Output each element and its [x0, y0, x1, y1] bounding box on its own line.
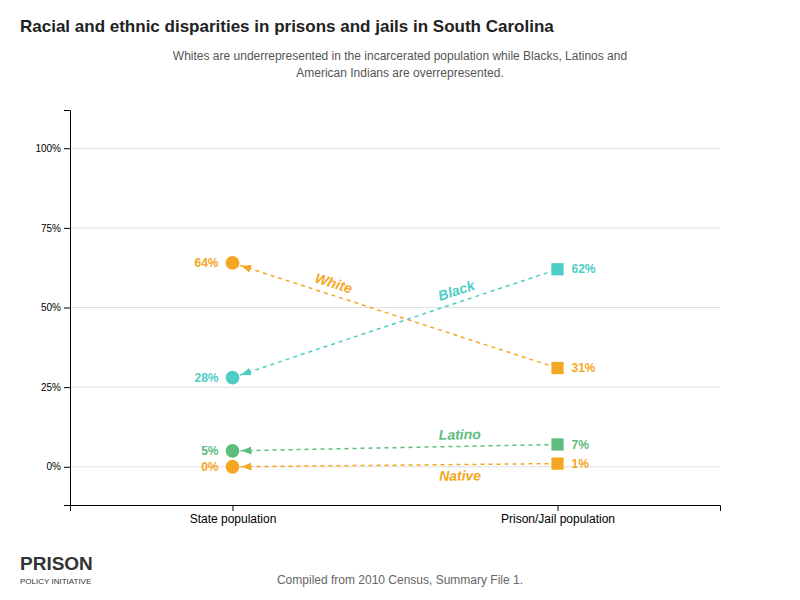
x-tick-label: State population	[190, 512, 277, 526]
slope-line	[233, 444, 558, 450]
grid-line	[70, 227, 720, 228]
y-tick: 25%	[41, 382, 70, 393]
series-labels: White Black Latino Native	[313, 270, 481, 484]
x-tick: Prison/Jail population	[501, 505, 615, 526]
data-label: 5%	[201, 444, 219, 458]
series-label: Latino	[439, 426, 482, 443]
point-square	[551, 362, 563, 374]
y-axis: 0% 25% 50% 75% 100%	[35, 111, 70, 506]
series-label: White	[313, 270, 354, 297]
point-square	[551, 263, 563, 275]
data-label: 28%	[194, 371, 218, 385]
y-tick-mark	[64, 148, 70, 149]
y-tick-label: 50%	[41, 302, 61, 313]
y-tick: 50%	[41, 302, 70, 313]
logo-main: PRISON	[20, 553, 93, 574]
title: Racial and ethnic disparities in prisons…	[20, 17, 554, 36]
marks	[226, 256, 564, 474]
point-circle	[226, 460, 240, 474]
subtitle-line: American Indians are overrepresented.	[296, 66, 503, 80]
x-axis: State population Prison/Jail population	[71, 505, 721, 526]
data-label: 64%	[194, 256, 218, 270]
y-axis-line	[64, 111, 71, 506]
y-tick-mark	[64, 308, 70, 309]
data-label: 31%	[572, 361, 596, 375]
x-axis-line	[71, 506, 721, 512]
y-tick: 75%	[41, 223, 70, 234]
y-tick: 100%	[35, 143, 70, 154]
x-tick-mark	[233, 505, 234, 511]
y-tick-mark	[64, 467, 70, 468]
grid	[70, 148, 720, 467]
series-label: Native	[439, 467, 481, 483]
grid-line	[70, 307, 720, 308]
data-label: 1%	[572, 457, 590, 471]
y-tick-label: 75%	[41, 223, 61, 234]
series-label: Black	[436, 277, 478, 304]
logo-sub: POLICY INITIATIVE	[20, 577, 91, 586]
point-circle	[226, 256, 240, 270]
subtitle: Whites are underrepresented in the incar…	[173, 49, 627, 80]
chart-svg: Racial and ethnic disparities in prisons…	[0, 0, 800, 600]
slope-line	[233, 269, 558, 377]
point-circle	[226, 444, 240, 458]
point-square	[551, 438, 563, 450]
plot: 0% 25% 50% 75% 100% State population Prison/Ja…	[35, 111, 720, 526]
slope-line	[233, 263, 558, 368]
x-tick: State population	[190, 505, 277, 526]
footer: Compiled from 2010 Census, Summary File …	[277, 573, 523, 587]
data-labels: 64% 31% 28% 62% 5% 7% 0% 1%	[194, 256, 595, 474]
data-label: 7%	[572, 438, 590, 452]
grid-line	[70, 466, 720, 467]
y-tick-label: 0%	[47, 461, 62, 472]
y-tick-mark	[64, 228, 70, 229]
point-square	[551, 457, 563, 469]
grid-line	[70, 148, 720, 149]
y-tick: 0%	[47, 461, 70, 472]
x-tick-mark	[558, 505, 559, 511]
y-tick-label: 25%	[41, 382, 61, 393]
x-tick-label: Prison/Jail population	[501, 512, 615, 526]
data-label: 0%	[201, 460, 219, 474]
subtitle-line: Whites are underrepresented in the incar…	[173, 49, 627, 63]
grid-line	[70, 387, 720, 388]
y-tick-label: 100%	[35, 143, 61, 154]
y-tick-mark	[64, 387, 70, 388]
data-label: 62%	[572, 262, 596, 276]
point-circle	[226, 371, 240, 385]
slope-line	[233, 464, 558, 467]
